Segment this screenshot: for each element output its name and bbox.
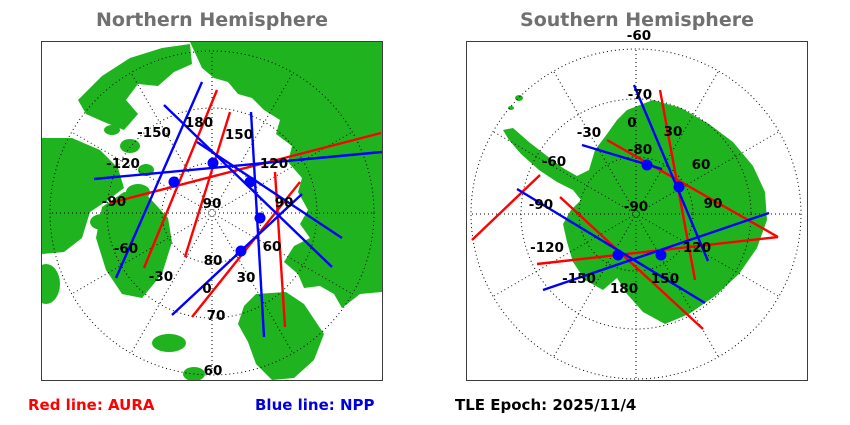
satellite-position-dot bbox=[244, 176, 256, 188]
legend-npp: Blue line: NPP bbox=[255, 396, 375, 414]
graticule-label: 150 bbox=[225, 127, 253, 143]
graticule-label: 0 bbox=[627, 115, 636, 131]
landmass bbox=[42, 264, 60, 304]
longitude-ray bbox=[130, 215, 211, 354]
landmass-layer bbox=[42, 42, 382, 380]
landmass bbox=[515, 95, 523, 101]
graticule-label: -30 bbox=[577, 125, 601, 141]
landmass bbox=[90, 214, 114, 230]
longitude-ray bbox=[213, 215, 294, 354]
graticule-label: 180 bbox=[610, 281, 638, 297]
npp-track bbox=[93, 150, 382, 181]
legend-aura: Red line: AURA bbox=[28, 396, 155, 414]
landmass bbox=[503, 100, 767, 324]
graticule-label: 60 bbox=[263, 239, 282, 255]
longitude-ray bbox=[71, 214, 210, 295]
longitude-ray bbox=[71, 131, 210, 212]
graticule-label: -90 bbox=[102, 194, 126, 210]
satellite-position-dot bbox=[254, 212, 266, 224]
longitude-ray bbox=[214, 214, 353, 295]
latitude-ring bbox=[49, 50, 375, 376]
graticule-label: 120 bbox=[260, 156, 288, 172]
graticule-label: -30 bbox=[149, 269, 173, 285]
graticule-label: -120 bbox=[106, 156, 140, 172]
npp-track bbox=[516, 187, 706, 305]
graticule-label: 90 bbox=[704, 196, 723, 212]
landmass bbox=[96, 192, 172, 298]
graticule-label: -90 bbox=[624, 199, 648, 215]
satellite-position-dot bbox=[641, 159, 653, 171]
latitude-ring bbox=[106, 107, 318, 319]
landmass bbox=[212, 63, 228, 73]
aura-track bbox=[559, 196, 704, 330]
npp-track bbox=[632, 84, 710, 262]
npp-track bbox=[542, 211, 770, 292]
longitude-ray bbox=[637, 70, 719, 212]
southern-hemisphere-map: -60 -70 -80 -90 0 30 60 90 120 150 180 -30 -60 -90 -12… bbox=[466, 28, 808, 381]
graticule-label: 60 bbox=[204, 363, 223, 379]
satellite-position-dot bbox=[235, 245, 247, 257]
aura-track bbox=[471, 174, 541, 241]
northern-hemisphere-title: Northern Hemisphere bbox=[95, 9, 328, 31]
graticule-label: 60 bbox=[692, 157, 711, 173]
graticule-label: -80 bbox=[628, 142, 652, 158]
npp-track bbox=[114, 81, 204, 279]
graticule-label: -150 bbox=[562, 271, 596, 287]
southern-hemisphere-title: Southern Hemisphere bbox=[520, 9, 754, 31]
tracks-layer bbox=[93, 81, 382, 338]
graticule-label: -60 bbox=[114, 241, 138, 257]
latitude-ring bbox=[470, 48, 802, 380]
tracks-layer bbox=[471, 84, 779, 330]
tle-epoch-label: TLE Epoch: 2025/11/4 bbox=[455, 396, 637, 414]
landmass bbox=[508, 106, 514, 110]
landmass bbox=[190, 42, 382, 308]
longitude-ray bbox=[130, 72, 211, 211]
npp-track bbox=[196, 140, 343, 240]
graticule-label: 30 bbox=[237, 270, 256, 286]
satellite-position-dot bbox=[673, 181, 685, 193]
landmass bbox=[64, 217, 80, 227]
graticule-label: 30 bbox=[664, 124, 683, 140]
satellite-position-dot bbox=[655, 249, 667, 261]
aura-track bbox=[183, 111, 232, 258]
landmass bbox=[78, 44, 192, 130]
satellite-position-dot bbox=[168, 176, 180, 188]
labels-layer: 90 80 70 60 0 30 60 90 120 150 180 -30 -60 -90 -120 -15… bbox=[102, 115, 294, 379]
graticule-label: 90 bbox=[203, 196, 222, 212]
landmass bbox=[152, 334, 186, 352]
northern-hemisphere-map: 90 80 70 60 0 30 60 90 120 150 180 -30 -60 -90 -120 -15… bbox=[41, 41, 383, 381]
graticule-label: 90 bbox=[275, 195, 294, 211]
satellite-position-dot bbox=[207, 157, 219, 169]
npp-track bbox=[249, 111, 266, 338]
graticule-label: -120 bbox=[530, 240, 564, 256]
graticule-label: -90 bbox=[529, 197, 553, 213]
graticule-label: 120 bbox=[683, 240, 711, 256]
aura-track bbox=[273, 171, 287, 328]
landmass-layer bbox=[503, 95, 767, 324]
longitude-ray bbox=[213, 72, 294, 211]
graticule-label: 70 bbox=[207, 308, 226, 324]
graticule-label: -60 bbox=[542, 154, 566, 170]
landmass bbox=[120, 139, 140, 153]
landmass bbox=[42, 138, 124, 254]
aura-track bbox=[142, 89, 219, 269]
graticule-label: 150 bbox=[651, 271, 679, 287]
longitude-ray bbox=[553, 70, 635, 212]
northern-map-canvas: 90 80 70 60 0 30 60 90 120 150 180 -30 -60 -90 -120 -15… bbox=[42, 42, 382, 380]
landmass bbox=[126, 184, 150, 200]
satellite-position-dot bbox=[612, 249, 624, 261]
graticule-label: 80 bbox=[204, 253, 223, 269]
landmass bbox=[104, 125, 120, 135]
graticule-label: 180 bbox=[185, 115, 213, 131]
graticule-label: -60 bbox=[627, 28, 651, 44]
landmass bbox=[127, 221, 147, 233]
graticule-label: 0 bbox=[202, 281, 211, 297]
landmass bbox=[238, 292, 324, 380]
landmass bbox=[240, 76, 252, 84]
graticule-label: -150 bbox=[137, 125, 171, 141]
graticule-label: -70 bbox=[628, 87, 652, 103]
